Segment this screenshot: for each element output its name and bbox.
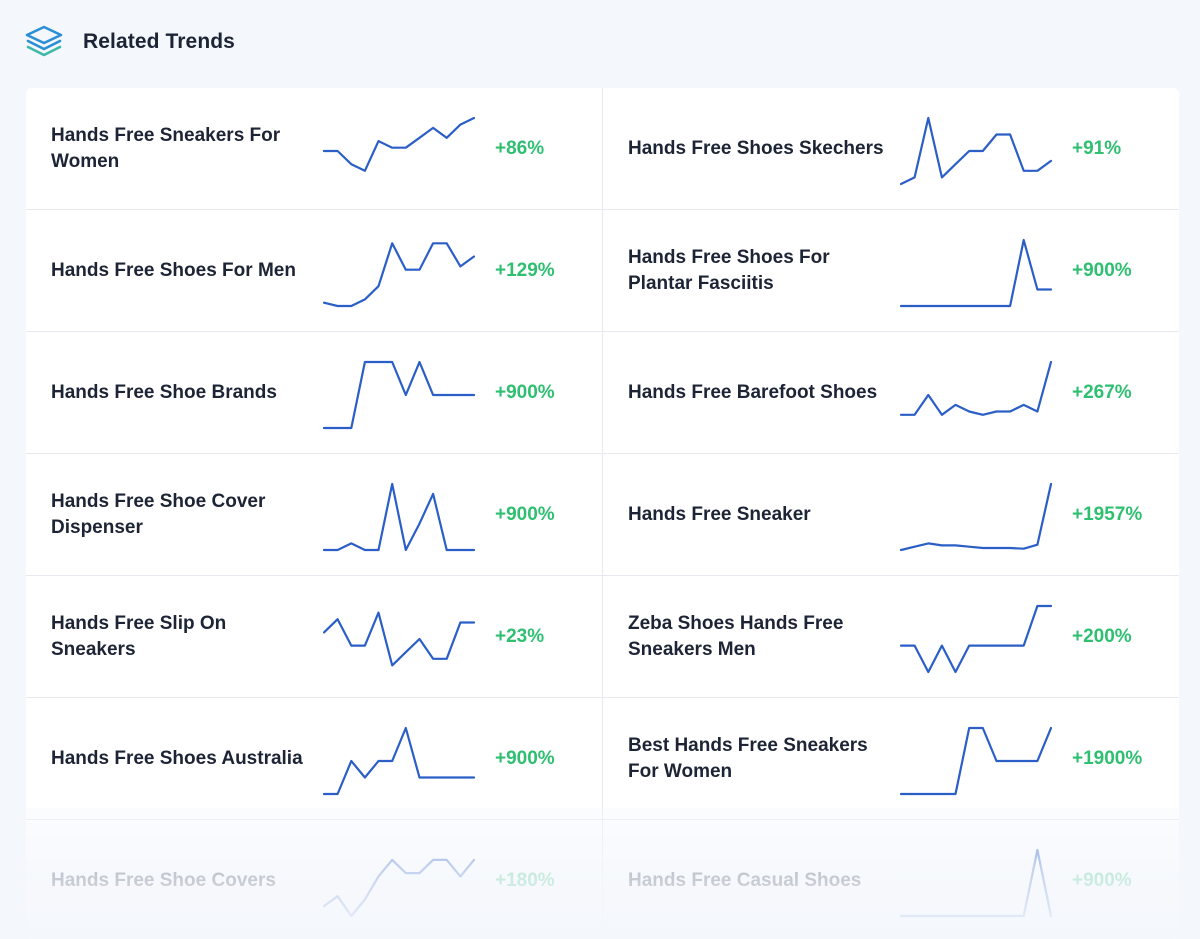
sparkline-series [323,482,475,552]
sparkline-series [323,116,475,172]
trend-change: +200% [1072,626,1132,647]
trend-name[interactable]: Best Hands Free Sneakers For Women [628,735,868,782]
trend-row[interactable]: Hands Free Shoe Brands +900% [26,332,602,454]
sparkline-series [900,238,1052,308]
trend-sparkline [900,238,1052,308]
trend-row[interactable]: Best Hands Free Sneakers For Women +1900% [603,698,1179,820]
trend-change: +900% [1072,870,1132,891]
sparkline-series [900,726,1052,796]
trend-name[interactable]: Hands Free Shoes For Plantar Fasciitis [628,247,830,294]
trend-sparkline [323,242,475,308]
trend-name[interactable]: Zeba Shoes Hands Free Sneakers Men [628,613,844,660]
sparkline-series [900,604,1052,674]
trend-row[interactable]: Hands Free Barefoot Shoes +267% [603,332,1179,454]
trend-name[interactable]: Hands Free Sneakers For Women [51,125,281,172]
trends-column-right: Hands Free Shoes Skechers +91% Hands Free … [603,88,1179,939]
trend-sparkline [323,482,475,552]
trend-sparkline [900,604,1052,674]
trend-change: +1957% [1072,504,1143,525]
trend-sparkline [900,848,1052,918]
trend-sparkline [323,726,475,796]
sparkline-series [323,858,475,918]
trend-sparkline [323,858,475,918]
trend-change: +900% [495,504,555,525]
trend-change: +900% [1072,260,1132,281]
trend-name[interactable]: Hands Free Shoe Brands [51,382,277,403]
trend-row[interactable]: Hands Free Shoe Covers +180% [26,820,602,939]
trend-change: +91% [1072,138,1122,159]
trend-sparkline [323,360,475,430]
sparkline-series [900,848,1052,918]
sparkline-series [900,116,1052,186]
trend-row[interactable]: Hands Free Shoes For Men +129% [26,210,602,332]
trend-change: +180% [495,870,555,891]
sparkline-series [323,242,475,308]
trend-name[interactable]: Hands Free Sneaker [628,504,811,525]
column-divider [602,88,603,939]
sparkline-series [323,726,475,796]
trend-sparkline [900,482,1052,552]
trend-name[interactable]: Hands Free Casual Shoes [628,870,862,891]
trend-change: +129% [495,260,555,281]
trend-row[interactable]: Hands Free Shoe Cover Dispenser +900% [26,454,602,576]
trend-sparkline [323,116,475,172]
trend-name[interactable]: Hands Free Shoes Australia [51,748,303,769]
trend-change: +86% [495,138,545,159]
trend-row[interactable]: Hands Free Casual Shoes +900% [603,820,1179,939]
trend-name[interactable]: Hands Free Shoe Covers [51,870,276,891]
trends-column-left: Hands Free Sneakers For Women +86% Hands F… [26,88,602,939]
layers-icon [25,25,63,57]
section-header: Related Trends [24,22,235,62]
trend-name[interactable]: Hands Free Shoe Cover Dispenser [51,491,266,538]
trend-name[interactable]: Hands Free Shoes Skechers [628,138,884,159]
trend-sparkline [900,360,1052,416]
trend-row[interactable]: Zeba Shoes Hands Free Sneakers Men +200% [603,576,1179,698]
sparkline-series [900,482,1052,552]
trend-sparkline [323,611,475,667]
trend-change: +900% [495,748,555,769]
trend-change: +900% [495,382,555,403]
trend-row[interactable]: Hands Free Sneaker +1957% [603,454,1179,576]
sparkline-series [900,360,1052,416]
trend-row[interactable]: Hands Free Shoes Australia +900% [26,698,602,820]
sparkline-series [323,611,475,667]
trend-row[interactable]: Hands Free Shoes Skechers +91% [603,88,1179,210]
trend-row[interactable]: Hands Free Slip On Sneakers +23% [26,576,602,698]
sparkline-series [323,360,475,430]
trend-change: +23% [495,626,545,647]
trends-card: Hands Free Sneakers For Women +86% Hands F… [26,88,1179,939]
trend-sparkline [900,116,1052,186]
trend-row[interactable]: Hands Free Sneakers For Women +86% [26,88,602,210]
trend-row[interactable]: Hands Free Shoes For Plantar Fasciitis +9… [603,210,1179,332]
trend-name[interactable]: Hands Free Barefoot Shoes [628,382,878,403]
trend-name[interactable]: Hands Free Shoes For Men [51,260,296,281]
trend-change: +267% [1072,382,1132,403]
trend-name[interactable]: Hands Free Slip On Sneakers [51,613,227,660]
section-title: Related Trends [83,30,235,53]
trend-change: +1900% [1072,748,1143,769]
trend-sparkline [900,726,1052,796]
